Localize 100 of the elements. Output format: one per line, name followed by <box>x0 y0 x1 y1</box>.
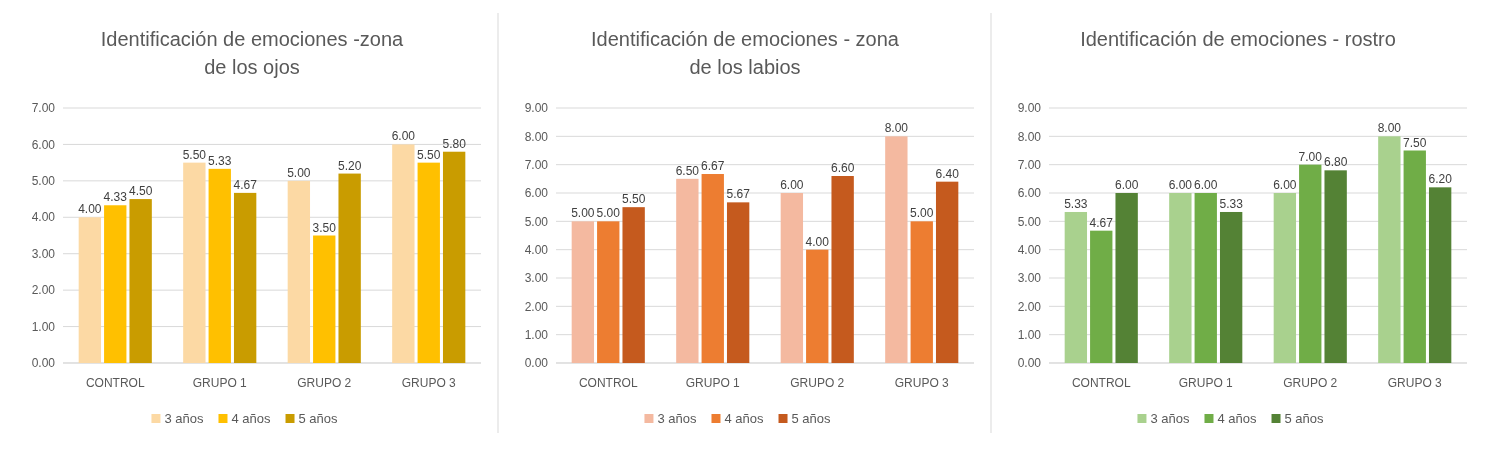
x-tick-label: GRUPO 1 <box>192 376 248 390</box>
bar <box>78 217 102 363</box>
x-tick-label: GRUPO 3 <box>894 376 950 390</box>
y-tick-label: 2.00 <box>1017 299 1042 314</box>
data-label: 4.67 <box>1089 215 1114 230</box>
bar <box>313 235 336 363</box>
legend-label: 3 años <box>164 411 204 426</box>
data-label: 5.20 <box>337 158 362 173</box>
bar <box>104 205 127 363</box>
y-tick-label: 3.00 <box>31 246 56 261</box>
bar <box>287 180 311 363</box>
data-label: 6.20 <box>1428 172 1453 187</box>
data-label: 8.00 <box>1377 121 1402 136</box>
bar <box>1169 193 1192 363</box>
y-tick-label: 1.00 <box>1017 327 1042 342</box>
legend-label: 5 años <box>298 411 339 426</box>
data-label: 5.67 <box>726 187 751 202</box>
y-tick-label: 6.00 <box>524 186 549 201</box>
y-tick-label: 7.00 <box>1017 157 1042 172</box>
data-label: 4.67 <box>233 177 258 192</box>
bar <box>442 151 466 363</box>
chart-title: Identificación de emociones -zona de los ojos <box>100 28 405 78</box>
bar <box>1115 193 1138 363</box>
data-label: 6.50 <box>675 163 700 178</box>
x-tick-label: GRUPO 1 <box>1178 376 1234 390</box>
bar <box>417 162 440 363</box>
y-tick-label: 0.00 <box>31 356 56 371</box>
data-label: 5.33 <box>1219 196 1244 211</box>
y-tick-label: 7.00 <box>31 101 56 116</box>
y-tick-label: 6.00 <box>31 137 56 152</box>
x-tick-label: CONTROL <box>1071 376 1131 390</box>
data-label: 7.50 <box>1403 135 1427 150</box>
y-tick-label: 5.00 <box>1017 214 1042 229</box>
y-tick-label: 2.00 <box>31 283 56 298</box>
x-tick-label: GRUPO 3 <box>401 376 457 390</box>
data-label: 8.00 <box>884 121 909 136</box>
x-tick-label: GRUPO 1 <box>685 376 741 390</box>
x-tick-label: GRUPO 2 <box>790 376 845 390</box>
data-label: 6.40 <box>935 166 960 181</box>
bar <box>571 221 595 363</box>
data-label: 6.80 <box>1323 155 1348 170</box>
y-tick-label: 1.00 <box>524 327 549 342</box>
bar <box>806 249 829 363</box>
bar <box>1064 211 1088 363</box>
y-tick-label: 5.00 <box>524 214 549 229</box>
data-label: 6.67 <box>701 159 725 174</box>
data-label: 5.50 <box>182 147 207 162</box>
legend-label: 3 años <box>1150 411 1190 426</box>
y-tick-label: 8.00 <box>524 129 549 144</box>
data-label: 6.00 <box>1273 178 1297 192</box>
bar <box>701 174 724 363</box>
chart-title: Identificación de emociones - rostro <box>1080 28 1396 50</box>
bar <box>885 136 908 363</box>
bar <box>780 193 804 363</box>
y-tick-label: 0.00 <box>524 356 549 371</box>
bar <box>129 199 152 363</box>
data-label: 5.50 <box>417 147 441 162</box>
x-tick-label: GRUPO 3 <box>1387 376 1443 390</box>
bar <box>1090 230 1113 363</box>
legend-label: 5 años <box>1284 411 1325 426</box>
data-label: 5.33 <box>208 153 232 168</box>
y-tick-label: 3.00 <box>1017 271 1042 286</box>
legend-label: 3 años <box>657 411 697 426</box>
data-label: 7.00 <box>1298 149 1323 164</box>
bar <box>183 162 206 363</box>
data-label: 6.00 <box>1114 178 1139 192</box>
x-tick-label: CONTROL <box>578 376 638 390</box>
data-label: 4.00 <box>805 234 830 249</box>
data-label: 5.00 <box>910 206 934 221</box>
data-label: 6.00 <box>780 178 804 192</box>
data-label: 5.00 <box>287 165 311 180</box>
data-label: 6.00 <box>391 129 416 144</box>
legend-label: 4 años <box>231 411 272 426</box>
bar <box>1378 136 1401 363</box>
bar <box>910 221 933 363</box>
data-label: 4.50 <box>128 184 153 199</box>
bar <box>676 178 699 363</box>
bar <box>622 207 645 363</box>
data-label: 6.00 <box>1194 178 1218 192</box>
bar <box>392 144 415 363</box>
data-label: 6.00 <box>1168 178 1193 192</box>
y-tick-label: 0.00 <box>1017 356 1042 371</box>
bar <box>935 181 959 363</box>
y-tick-label: 4.00 <box>524 242 549 257</box>
bar <box>338 173 361 363</box>
bar <box>1403 150 1426 363</box>
x-tick-label: GRUPO 2 <box>297 376 352 390</box>
y-tick-label: 5.00 <box>31 174 56 189</box>
data-label: 5.33 <box>1064 196 1088 211</box>
y-tick-label: 8.00 <box>1017 129 1042 144</box>
bar <box>1428 187 1452 363</box>
y-tick-label: 9.00 <box>524 101 549 116</box>
legend-label: 4 años <box>1217 411 1258 426</box>
bar <box>1299 164 1322 363</box>
bar <box>208 168 231 363</box>
data-label: 5.00 <box>571 206 595 221</box>
y-tick-label: 1.00 <box>31 319 56 334</box>
data-label: 5.80 <box>442 136 467 151</box>
y-tick-label: 3.00 <box>524 271 549 286</box>
y-tick-label: 7.00 <box>524 157 549 172</box>
